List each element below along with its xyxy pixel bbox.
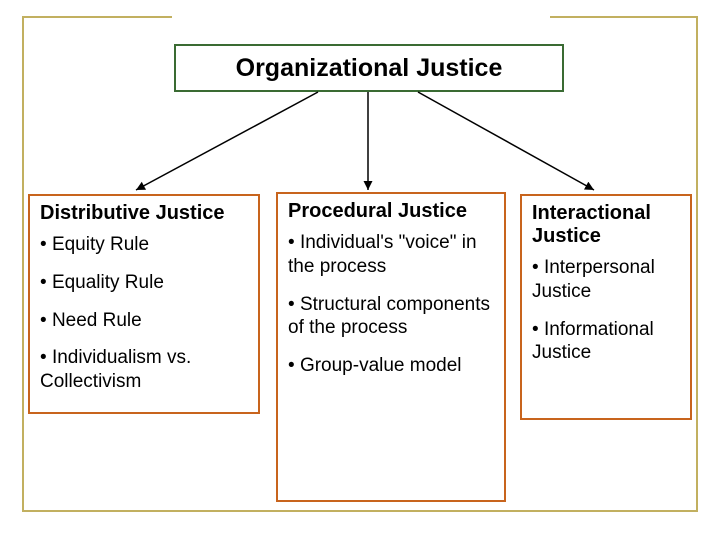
slide-frame-top-left [22,16,172,18]
bullet-item: Structural components of the process [288,293,494,341]
bullet-item: Individual's "voice" in the process [288,231,494,279]
branch-bullets: Equity Rule Equality Rule Need Rule Individ… [40,233,248,394]
branch-heading: Procedural Justice [288,200,494,223]
branch-procedural-justice: Procedural Justice Individual's "voice" … [276,192,506,502]
branch-distributive-justice: Distributive Justice Equity Rule Equality… [28,194,260,414]
root-title: Organizational Justice [236,54,503,83]
bullet-item: Informational Justice [532,318,680,366]
slide-frame-top-right [550,16,698,18]
bullet-item: Need Rule [40,309,248,333]
bullet-item: Individualism vs. Collectivism [40,346,248,394]
branch-heading: Distributive Justice [40,202,248,225]
slide-frame-right [696,16,698,512]
branch-bullets: Individual's "voice" in the process Struc… [288,231,494,378]
bullet-item: Interpersonal Justice [532,256,680,304]
bullet-item: Equity Rule [40,233,248,257]
branch-interactional-justice: Interactional Justice Interpersonal Just… [520,194,692,420]
bullet-item: Equality Rule [40,271,248,295]
branch-heading: Interactional Justice [532,202,680,248]
bullet-item: Group-value model [288,354,494,378]
branch-bullets: Interpersonal Justice Informational Justi… [532,256,680,365]
root-node-organizational-justice: Organizational Justice [174,44,564,92]
